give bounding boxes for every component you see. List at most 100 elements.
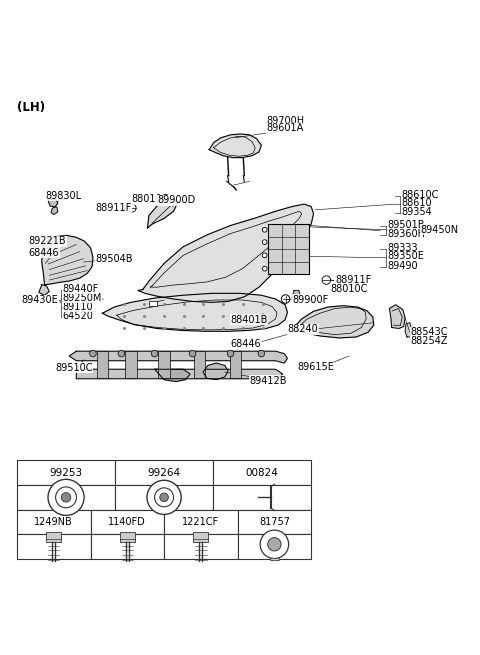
- Bar: [125, 351, 137, 378]
- Bar: [46, 533, 61, 542]
- Text: 88010C: 88010C: [131, 195, 168, 204]
- Circle shape: [61, 493, 71, 502]
- Bar: [149, 301, 157, 306]
- Circle shape: [128, 204, 136, 212]
- Circle shape: [151, 350, 158, 357]
- Text: 89700H: 89700H: [266, 116, 304, 126]
- Polygon shape: [48, 198, 58, 207]
- Circle shape: [259, 314, 266, 322]
- Text: 89615E: 89615E: [297, 362, 334, 372]
- Polygon shape: [69, 351, 288, 363]
- Polygon shape: [42, 235, 93, 285]
- Text: 99264: 99264: [147, 468, 180, 477]
- Circle shape: [262, 253, 267, 258]
- Text: 68446: 68446: [230, 339, 261, 348]
- Circle shape: [118, 350, 125, 357]
- Text: 89412B: 89412B: [250, 375, 287, 386]
- Circle shape: [262, 227, 267, 232]
- Text: 88911F: 88911F: [96, 203, 132, 213]
- Text: 99253: 99253: [49, 468, 83, 477]
- Bar: [96, 351, 108, 378]
- Bar: [158, 351, 170, 378]
- Text: 68446: 68446: [29, 248, 60, 257]
- Polygon shape: [155, 369, 190, 382]
- Polygon shape: [102, 293, 288, 331]
- Bar: [17, 510, 91, 534]
- Text: 89350E: 89350E: [387, 252, 424, 261]
- Text: 89830L: 89830L: [46, 191, 82, 200]
- Text: 89221B: 89221B: [29, 236, 67, 246]
- Bar: [120, 533, 135, 542]
- Text: 1140FD: 1140FD: [108, 517, 146, 527]
- Bar: [17, 534, 91, 559]
- Text: 89510C: 89510C: [55, 363, 93, 373]
- Circle shape: [262, 267, 267, 271]
- Bar: [229, 351, 241, 378]
- Text: 89490: 89490: [387, 261, 418, 271]
- Polygon shape: [39, 285, 49, 295]
- Bar: [115, 485, 213, 510]
- Text: (LH): (LH): [17, 101, 45, 114]
- Bar: [213, 485, 311, 510]
- Text: 89360H: 89360H: [387, 229, 425, 239]
- Circle shape: [48, 479, 84, 515]
- Text: 89333: 89333: [387, 243, 418, 253]
- Circle shape: [322, 276, 331, 284]
- Text: 00824: 00824: [246, 468, 278, 477]
- Bar: [194, 351, 205, 378]
- Bar: [91, 534, 164, 559]
- Text: 88610C: 88610C: [401, 190, 439, 200]
- Circle shape: [90, 350, 96, 357]
- Text: 64520: 64520: [62, 311, 93, 321]
- Polygon shape: [292, 291, 301, 301]
- Polygon shape: [296, 306, 374, 338]
- Polygon shape: [389, 305, 405, 328]
- Bar: [270, 557, 279, 560]
- Bar: [17, 485, 115, 510]
- Text: 89110: 89110: [62, 301, 93, 312]
- Circle shape: [268, 538, 281, 551]
- Bar: [115, 460, 213, 485]
- Bar: [164, 510, 238, 534]
- Text: 89504B: 89504B: [96, 253, 133, 264]
- Circle shape: [258, 350, 264, 357]
- Polygon shape: [76, 369, 283, 379]
- Text: 81757: 81757: [259, 517, 290, 527]
- Circle shape: [189, 350, 196, 357]
- Polygon shape: [138, 204, 313, 303]
- Polygon shape: [51, 207, 58, 215]
- Text: 88911F: 88911F: [335, 275, 371, 285]
- Circle shape: [260, 530, 288, 559]
- Text: 89250M: 89250M: [62, 293, 101, 303]
- Polygon shape: [209, 134, 261, 158]
- Circle shape: [160, 493, 168, 502]
- Bar: [238, 510, 311, 534]
- Bar: [17, 460, 115, 485]
- Text: 88010C: 88010C: [330, 284, 368, 293]
- Bar: [268, 224, 309, 274]
- Polygon shape: [203, 363, 228, 380]
- Text: 89900F: 89900F: [292, 295, 328, 305]
- Text: 89354: 89354: [401, 207, 432, 217]
- Circle shape: [56, 487, 76, 508]
- Bar: [164, 534, 238, 559]
- Text: 89430E: 89430E: [22, 295, 59, 305]
- Text: 88254Z: 88254Z: [411, 336, 448, 346]
- Text: 89501B: 89501B: [387, 221, 425, 231]
- Polygon shape: [405, 323, 412, 337]
- Circle shape: [227, 350, 234, 357]
- Text: 88401B: 88401B: [230, 315, 268, 325]
- Text: 89450N: 89450N: [420, 225, 458, 234]
- Text: 1221CF: 1221CF: [182, 517, 219, 527]
- Text: 89440F: 89440F: [62, 284, 98, 293]
- Circle shape: [262, 240, 267, 244]
- Text: 88610: 88610: [401, 198, 432, 208]
- Bar: [193, 533, 208, 542]
- Text: 1249NB: 1249NB: [35, 517, 73, 527]
- Bar: [213, 460, 311, 485]
- Bar: [238, 534, 311, 559]
- Circle shape: [155, 488, 174, 507]
- Bar: [91, 510, 164, 534]
- Text: 88240: 88240: [288, 324, 318, 335]
- Text: 88543C: 88543C: [411, 328, 448, 337]
